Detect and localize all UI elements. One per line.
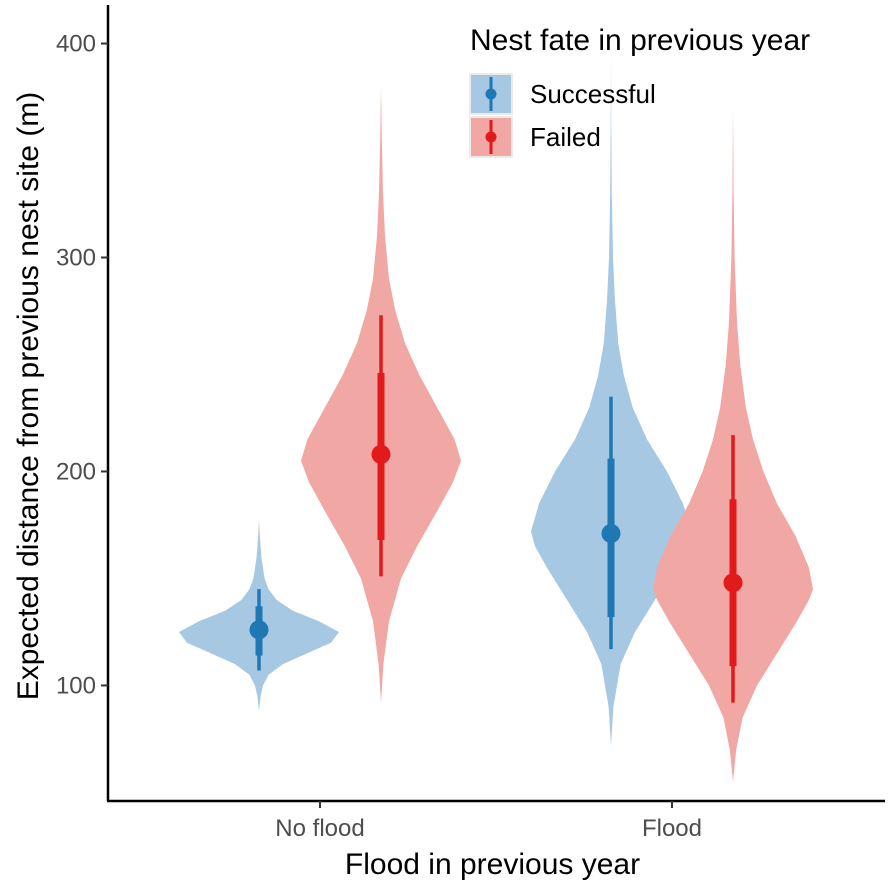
- y-tick-label: 300: [56, 244, 96, 271]
- legend-label-failed: Failed: [530, 122, 601, 152]
- median-point: [601, 524, 621, 544]
- legend-title: Nest fate in previous year: [470, 24, 810, 57]
- median-point: [249, 620, 269, 640]
- y-tick-label: 400: [56, 31, 96, 58]
- y-axis-title: Expected distance from previous nest sit…: [12, 92, 45, 701]
- violin-layer: [179, 54, 813, 782]
- y-axis-ticks: 100 200 300 400: [56, 31, 108, 699]
- interval-layer: [249, 315, 743, 703]
- y-tick-label: 100: [56, 672, 96, 699]
- x-axis-title: Flood in previous year: [345, 848, 640, 881]
- x-axis-ticks: No flood Flood: [275, 801, 702, 842]
- legend-key-point: [485, 131, 497, 143]
- y-tick-label: 200: [56, 458, 96, 485]
- x-tick-label: No flood: [275, 815, 364, 842]
- legend-label-successful: Successful: [530, 79, 656, 109]
- x-tick-label: Flood: [642, 815, 702, 842]
- median-point: [723, 573, 743, 593]
- legend: Nest fate in previous year Successful Fai…: [469, 24, 810, 158]
- median-point: [371, 444, 391, 464]
- legend-key-point: [485, 88, 497, 100]
